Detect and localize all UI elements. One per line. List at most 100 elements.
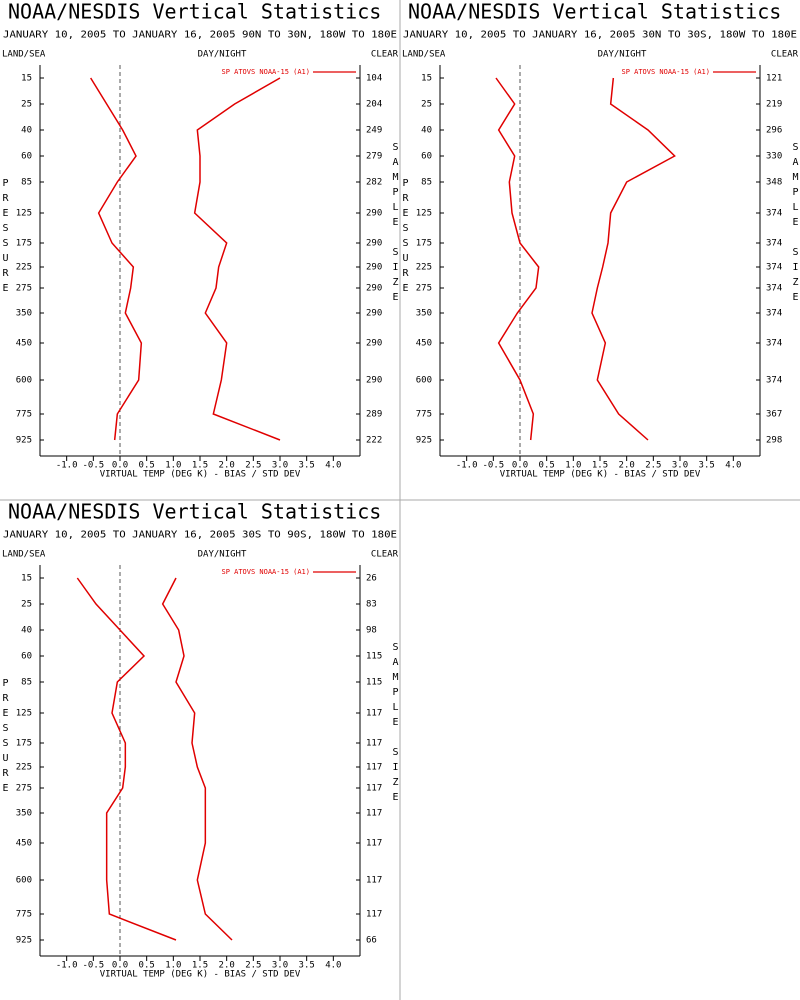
- corner-label: DAY/NIGHT: [198, 50, 247, 60]
- y-tick-label: 175: [416, 239, 432, 249]
- sample-size: 115: [366, 652, 382, 662]
- x-tick-label: 1.5: [192, 961, 208, 971]
- sample-size: 282: [366, 178, 382, 188]
- x-axis-label: VIRTUAL TEMP (DEG K) - BIAS / STD DEV: [500, 470, 701, 480]
- x-tick-label: -1.0: [56, 961, 78, 971]
- sample-size: 117: [366, 876, 382, 886]
- sample-size: 348: [766, 178, 782, 188]
- y-tick-label: 350: [416, 309, 432, 319]
- sample-size: 367: [766, 410, 782, 420]
- sample-size: 290: [366, 339, 382, 349]
- sample-size: 26: [366, 574, 377, 584]
- x-tick-label: 3.5: [299, 961, 315, 971]
- y-tick-label: 925: [16, 436, 32, 446]
- sample-size: 374: [766, 263, 782, 273]
- legend-label: SP ATOVS NOAA-15 (A1): [621, 68, 710, 76]
- chart-subtitle: JANUARY 10, 2005 TO JANUARY 16, 2005 90N…: [3, 30, 397, 41]
- x-tick-label: 3.0: [672, 461, 688, 471]
- legend-label: SP ATOVS NOAA-15 (A1): [221, 568, 310, 576]
- x-tick-label: 0.5: [539, 461, 555, 471]
- y-tick-label: 775: [16, 910, 32, 920]
- corner-label: DAY/NIGHT: [598, 50, 647, 60]
- y-tick-label: 175: [16, 739, 32, 749]
- y-tick-label: 60: [21, 152, 32, 162]
- x-tick-label: 3.0: [272, 461, 288, 471]
- corner-label: CLEAR: [771, 50, 799, 60]
- x-tick-label: -1.0: [456, 461, 478, 471]
- x-tick-label: 2.0: [619, 461, 635, 471]
- x-tick-label: -0.5: [482, 461, 504, 471]
- x-tick-label: 0.0: [112, 461, 128, 471]
- chart-subtitle: JANUARY 10, 2005 TO JANUARY 16, 2005 30S…: [3, 530, 397, 541]
- corner-label: LAND/SEA: [2, 50, 46, 60]
- x-tick-label: 0.5: [139, 461, 155, 471]
- x-tick-label: -0.5: [82, 961, 104, 971]
- y-tick-label: 85: [21, 678, 32, 688]
- sample-size: 104: [366, 74, 382, 84]
- sample-size: 298: [766, 436, 782, 446]
- x-tick-label: 1.0: [565, 461, 581, 471]
- sample-size: 117: [366, 809, 382, 819]
- chart-subtitle: JANUARY 10, 2005 TO JANUARY 16, 2005 30N…: [403, 30, 797, 41]
- sample-size: 117: [366, 763, 382, 773]
- sample-size: 296: [766, 126, 782, 136]
- x-tick-label: -1.0: [56, 461, 78, 471]
- y-tick-label: 25: [21, 600, 32, 610]
- y-axis-label: PRESSURE: [0, 678, 11, 798]
- chart-title: NOAA/NESDIS Vertical Statistics: [408, 0, 781, 24]
- y-tick-label: 450: [416, 339, 432, 349]
- sample-size: 374: [766, 239, 782, 249]
- y-tick-label: 60: [421, 152, 432, 162]
- sample-size: 66: [366, 936, 377, 946]
- corner-label: LAND/SEA: [2, 550, 46, 560]
- x-tick-label: 2.0: [219, 961, 235, 971]
- x-axis-label: VIRTUAL TEMP (DEG K) - BIAS / STD DEV: [100, 470, 301, 480]
- sample-size: 222: [366, 436, 382, 446]
- bias-line: [495, 77, 540, 441]
- y-tick-label: 775: [16, 410, 32, 420]
- sample-size: 289: [366, 410, 382, 420]
- x-tick-label: 2.5: [245, 961, 261, 971]
- y-tick-label: 40: [21, 126, 32, 136]
- sample-size: 117: [366, 739, 382, 749]
- sample-size: 290: [366, 239, 382, 249]
- y-tick-label: 125: [416, 209, 432, 219]
- sample-size: 98: [366, 626, 377, 636]
- corner-label: CLEAR: [371, 50, 399, 60]
- y-tick-label: 40: [421, 126, 432, 136]
- y-axis-label: PRESSURE: [0, 178, 11, 298]
- y-tick-label: 85: [421, 178, 432, 188]
- y-tick-label: 25: [21, 100, 32, 110]
- chart-title: NOAA/NESDIS Vertical Statistics: [8, 500, 381, 524]
- x-tick-label: 3.5: [699, 461, 715, 471]
- sample-size: 117: [366, 839, 382, 849]
- x-tick-label: 4.0: [325, 461, 341, 471]
- bias-line: [76, 577, 177, 941]
- sample-size: 290: [366, 376, 382, 386]
- y-tick-label: 450: [16, 339, 32, 349]
- sample-size: 290: [366, 309, 382, 319]
- sample-size: 83: [366, 600, 377, 610]
- y-tick-label: 175: [16, 239, 32, 249]
- y-tick-label: 225: [16, 763, 32, 773]
- sample-size: 330: [766, 152, 782, 162]
- y2-axis-label: SAMPLE SIZE: [390, 142, 401, 307]
- y-tick-label: 225: [416, 263, 432, 273]
- x-tick-label: 1.5: [192, 461, 208, 471]
- y-tick-label: 15: [421, 74, 432, 84]
- bias-line: [90, 77, 143, 441]
- y-tick-label: 40: [21, 626, 32, 636]
- y-tick-label: 925: [16, 936, 32, 946]
- corner-label: CLEAR: [371, 550, 399, 560]
- y-tick-label: 25: [421, 100, 432, 110]
- y-tick-label: 15: [21, 74, 32, 84]
- y-tick-label: 15: [21, 574, 32, 584]
- x-tick-label: 3.5: [299, 461, 315, 471]
- x-tick-label: 4.0: [725, 461, 741, 471]
- chart-panel: NOAA/NESDIS Vertical Statistics JANUARY 1…: [0, 0, 401, 480]
- corner-label: LAND/SEA: [402, 50, 446, 60]
- y-tick-label: 275: [16, 284, 32, 294]
- sample-size: 290: [366, 263, 382, 273]
- std-dev-line: [193, 77, 281, 441]
